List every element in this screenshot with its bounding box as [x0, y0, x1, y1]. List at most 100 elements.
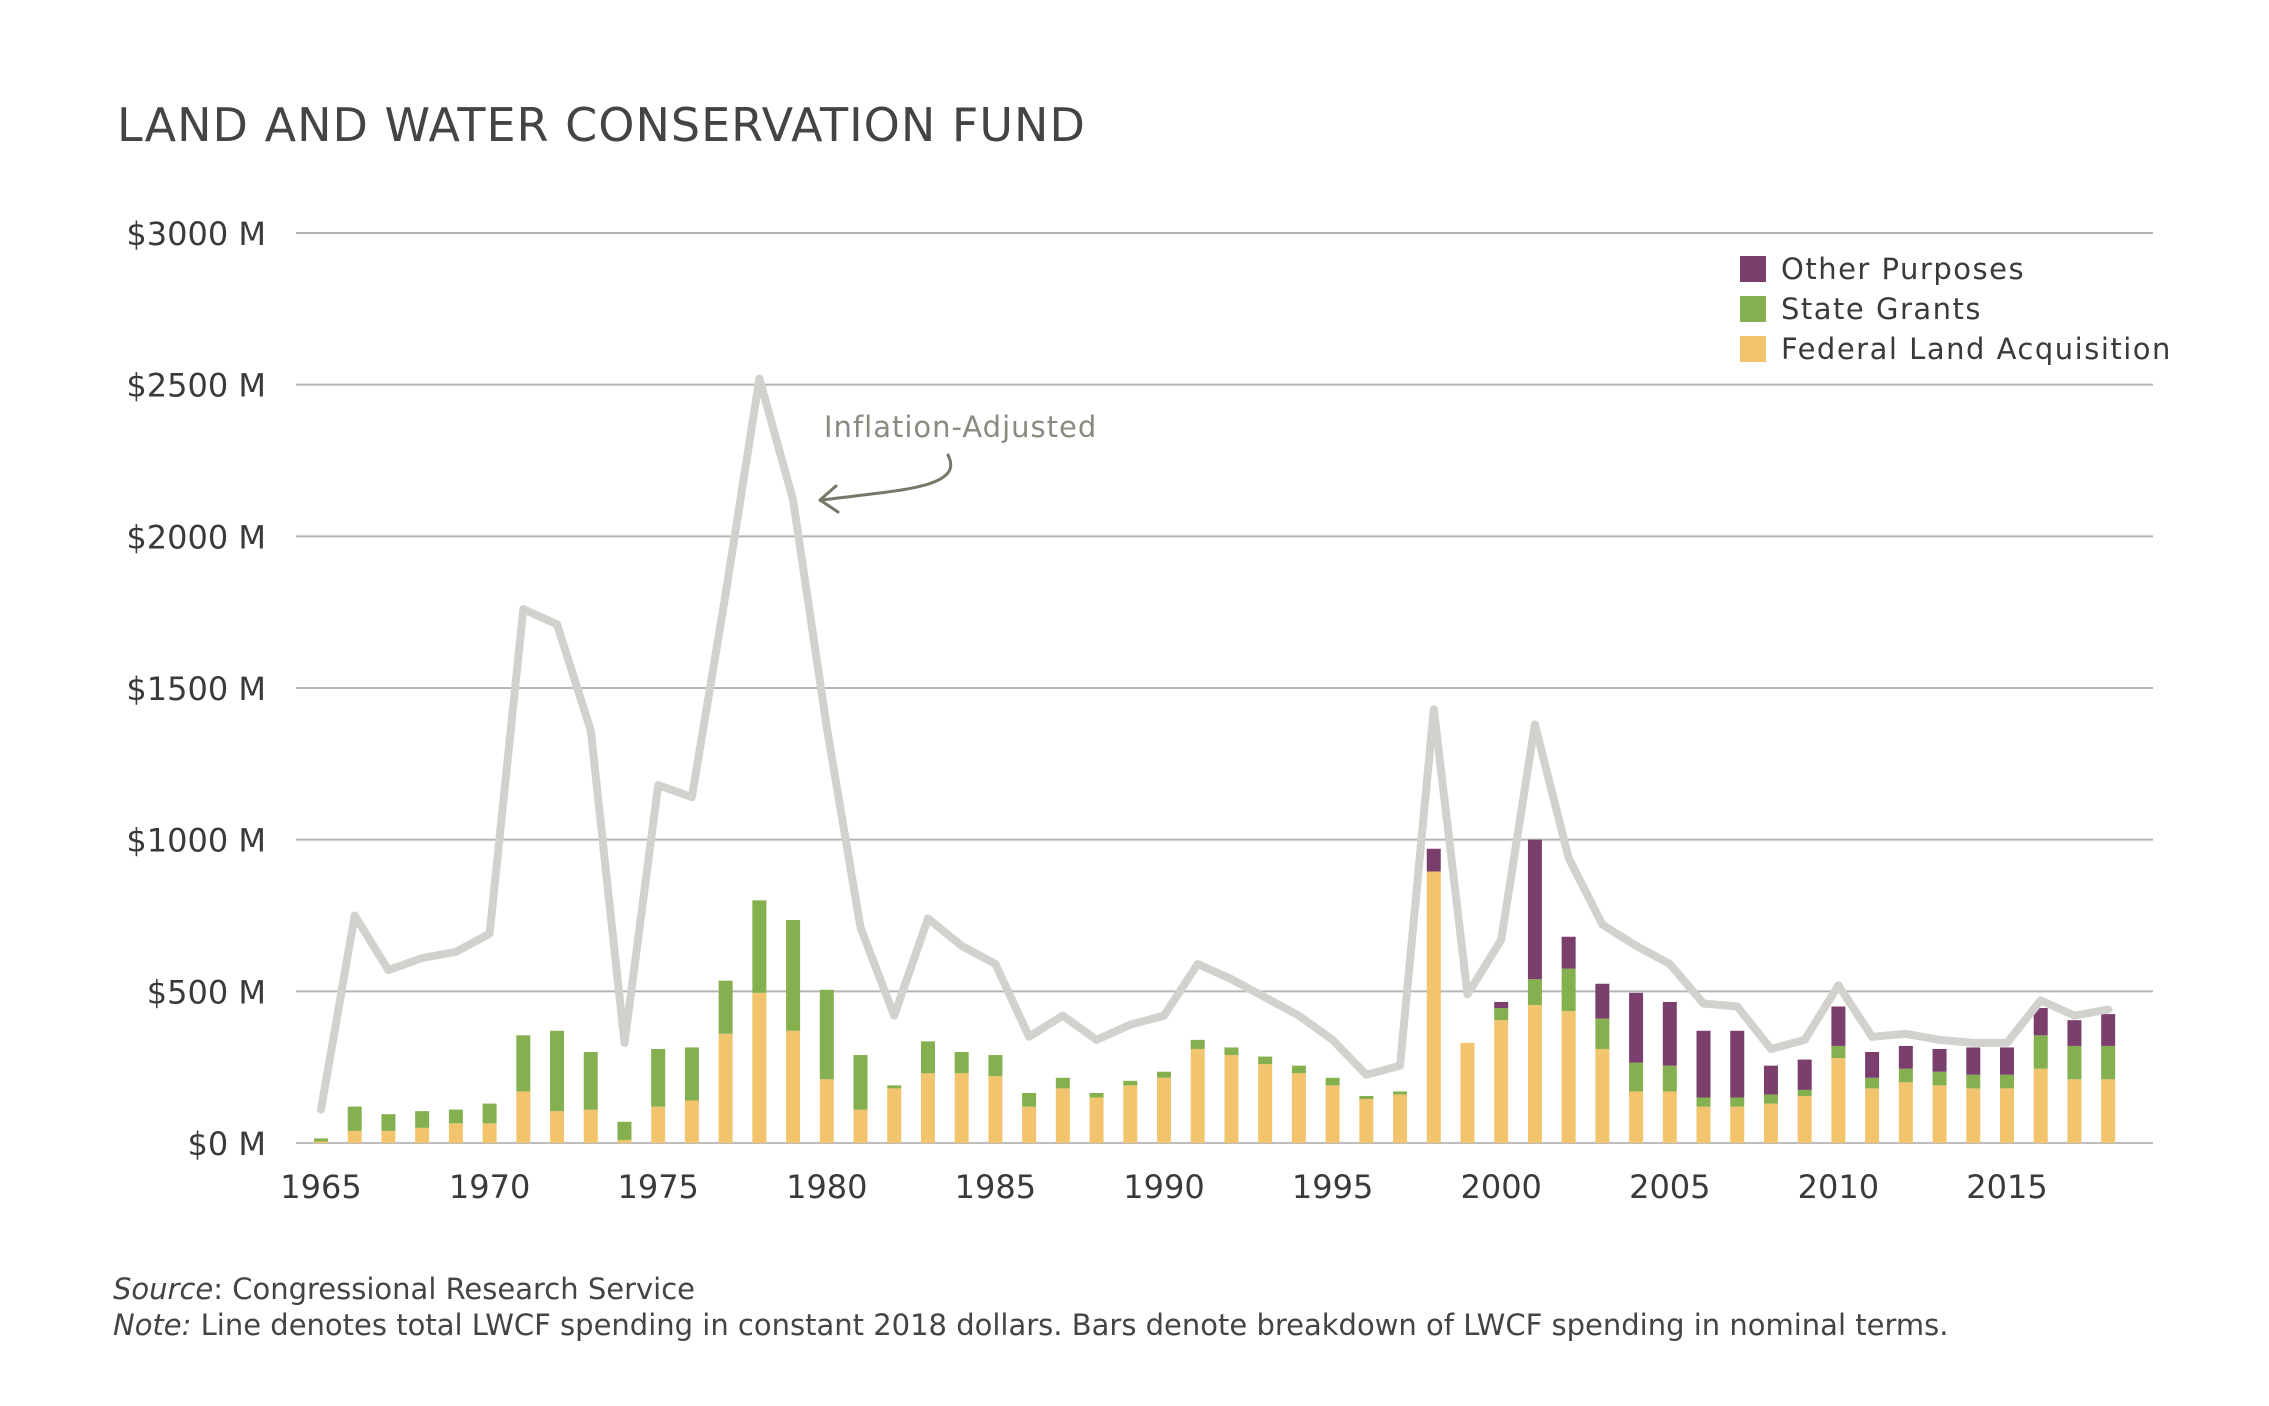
- annotation-arrow-curve: [820, 453, 952, 502]
- bar-state-grants-1966: [347, 1106, 362, 1131]
- bar-other-purposes-2005: [1662, 1001, 1677, 1066]
- bar-federal-land-acquisition-1986: [1022, 1106, 1037, 1143]
- source-lead: Source: [113, 1272, 214, 1306]
- bar-federal-land-acquisition-1980: [819, 1079, 834, 1143]
- bar-federal-land-acquisition-1977: [718, 1033, 733, 1143]
- legend-swatch-other-purposes: [1740, 256, 1766, 282]
- bar-federal-land-acquisition-2012: [1898, 1082, 1913, 1143]
- bar-federal-land-acquisition-1967: [381, 1130, 396, 1143]
- x-tick-label-2000: 2000: [1460, 1168, 1541, 1206]
- bar-other-purposes-2001: [1527, 839, 1542, 980]
- bar-state-grants-2018: [2101, 1045, 2116, 1080]
- bar-state-grants-2015: [2000, 1074, 2014, 1089]
- bar-federal-land-acquisition-2008: [1763, 1103, 1778, 1143]
- bar-federal-land-acquisition-2018: [2101, 1079, 2116, 1143]
- bar-federal-land-acquisition-1976: [684, 1100, 699, 1143]
- bar-federal-land-acquisition-1982: [887, 1088, 902, 1143]
- bar-other-purposes-2011: [1865, 1052, 1880, 1078]
- y-tick-label-2500: $2500 M: [126, 367, 266, 405]
- footer-source: Source: Congressional Research Service: [113, 1272, 695, 1306]
- bar-other-purposes-2002: [1561, 936, 1576, 969]
- footer-note: Note: Line denotes total LWCF spending i…: [113, 1308, 1948, 1342]
- bar-state-grants-1983: [920, 1041, 935, 1074]
- inflation-adjusted-line: [317, 374, 2113, 1114]
- bar-state-grants-2013: [1932, 1071, 1947, 1086]
- bar-state-grants-1982: [887, 1085, 902, 1089]
- bar-other-purposes-2008: [1763, 1065, 1778, 1095]
- bar-federal-land-acquisition-1975: [651, 1106, 666, 1143]
- bar-other-purposes-2009: [1797, 1059, 1812, 1090]
- bar-other-purposes-2006: [1696, 1030, 1711, 1098]
- bar-federal-land-acquisition-1979: [786, 1030, 801, 1143]
- bar-federal-land-acquisition-2013: [1932, 1085, 1947, 1143]
- bar-other-purposes-2000: [1494, 1001, 1509, 1009]
- bar-federal-land-acquisition-1974: [617, 1139, 632, 1143]
- bar-federal-land-acquisition-1973: [583, 1109, 598, 1143]
- bar-state-grants-1976: [684, 1047, 699, 1101]
- bar-state-grants-2000: [1494, 1008, 1509, 1021]
- bar-other-purposes-2015: [2000, 1047, 2014, 1075]
- bar-state-grants-1993: [1258, 1056, 1273, 1065]
- bar-federal-land-acquisition-1984: [954, 1073, 969, 1143]
- bar-federal-land-acquisition-2010: [1831, 1058, 1846, 1143]
- bar-federal-land-acquisition-1983: [920, 1073, 935, 1143]
- bar-federal-land-acquisition-1997: [1393, 1094, 1408, 1143]
- note-text: Line denotes total LWCF spending in cons…: [191, 1308, 1949, 1342]
- bars: [314, 839, 2116, 1143]
- x-tick-label-1990: 1990: [1123, 1168, 1204, 1206]
- bar-federal-land-acquisition-1988: [1089, 1097, 1104, 1143]
- legend-swatch-federal-land-acquisition: [1740, 336, 1766, 362]
- x-tick-label-1995: 1995: [1292, 1168, 1373, 1206]
- bar-federal-land-acquisition-2004: [1629, 1091, 1644, 1143]
- bar-federal-land-acquisition-1996: [1359, 1099, 1374, 1143]
- bar-state-grants-1978: [752, 900, 767, 993]
- bar-state-grants-2017: [2067, 1045, 2082, 1080]
- x-tick-label-1970: 1970: [449, 1168, 530, 1206]
- bar-federal-land-acquisition-2005: [1662, 1091, 1677, 1143]
- bar-state-grants-2001: [1527, 979, 1542, 1005]
- bar-other-purposes-2003: [1595, 983, 1610, 1019]
- bar-state-grants-2004: [1629, 1062, 1644, 1092]
- y-tick-label-3000: $3000 M: [126, 215, 266, 253]
- bar-state-grants-2002: [1561, 968, 1576, 1012]
- bar-state-grants-1990: [1157, 1071, 1171, 1078]
- bar-federal-land-acquisition-1995: [1325, 1085, 1340, 1143]
- bar-state-grants-1989: [1123, 1080, 1138, 1086]
- bar-state-grants-1971: [516, 1035, 531, 1092]
- inflation-adjusted-line-group: [317, 374, 2113, 1114]
- x-tick-label-1965: 1965: [280, 1168, 361, 1206]
- bar-state-grants-1979: [786, 920, 801, 1031]
- bar-state-grants-2012: [1898, 1068, 1913, 1083]
- y-tick-label-2000: $2000 M: [126, 518, 266, 556]
- bar-state-grants-2016: [2033, 1035, 2048, 1069]
- bar-state-grants-1992: [1224, 1047, 1239, 1056]
- annotation-arrow-head: [818, 484, 840, 514]
- bar-state-grants-2003: [1595, 1018, 1610, 1049]
- bar-state-grants-1997: [1393, 1091, 1408, 1095]
- bar-federal-land-acquisition-1972: [550, 1111, 565, 1143]
- bar-state-grants-1975: [651, 1048, 666, 1107]
- y-tick-label-1000: $1000 M: [126, 822, 266, 860]
- bar-state-grants-1986: [1022, 1092, 1037, 1107]
- chart-title: LAND AND WATER CONSERVATION FUND: [117, 98, 1086, 152]
- bar-other-purposes-2012: [1898, 1045, 1913, 1069]
- bar-federal-land-acquisition-1968: [415, 1127, 430, 1143]
- bar-federal-land-acquisition-1966: [347, 1130, 362, 1143]
- bar-state-grants-1987: [1055, 1077, 1070, 1089]
- x-tick-label-2015: 2015: [1966, 1168, 2047, 1206]
- legend: Other Purposes State Grants Federal Land A…: [1740, 252, 2170, 366]
- bar-state-grants-2005: [1662, 1065, 1677, 1092]
- bar-state-grants-1970: [482, 1103, 497, 1124]
- bar-federal-land-acquisition-1969: [448, 1123, 463, 1143]
- bar-other-purposes-2010: [1831, 1006, 1846, 1046]
- bar-state-grants-1981: [853, 1055, 868, 1110]
- legend-label-other-purposes: Other Purposes: [1781, 252, 2025, 286]
- bar-federal-land-acquisition-2001: [1527, 1004, 1542, 1143]
- bar-state-grants-2008: [1763, 1094, 1778, 1104]
- x-tick-label-1980: 1980: [786, 1168, 867, 1206]
- bar-federal-land-acquisition-1971: [516, 1091, 531, 1143]
- bar-other-purposes-2007: [1730, 1030, 1745, 1098]
- bar-federal-land-acquisition-1993: [1258, 1064, 1273, 1143]
- bar-state-grants-2014: [1966, 1074, 1981, 1089]
